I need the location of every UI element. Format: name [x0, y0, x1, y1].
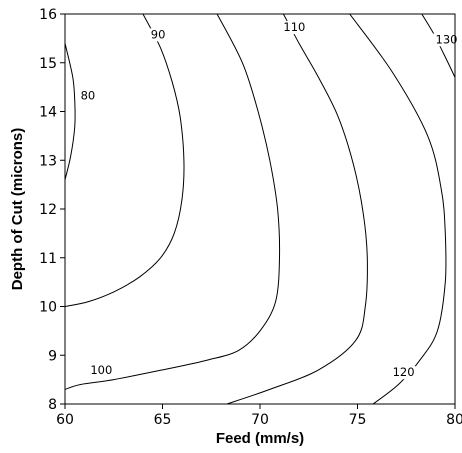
y-tick-label: 11: [39, 251, 57, 267]
contour-label-80: 80: [81, 88, 96, 102]
contour-line-100: [65, 14, 281, 390]
contour-label-bg: [433, 33, 460, 47]
x-tick-label: 60: [56, 412, 74, 428]
contour-labels: 80 90 100 110 120 130: [78, 20, 460, 380]
contour-line-110: [226, 14, 368, 404]
x-tick-label: 65: [154, 412, 172, 428]
contour-label-130: 130: [436, 32, 458, 46]
y-tick-label: 16: [39, 7, 57, 23]
y-tick-label: 13: [39, 153, 57, 169]
x-tick-label: 80: [446, 412, 462, 428]
x-axis-title: Feed (mm/s): [216, 430, 304, 447]
contour-label-bg: [390, 366, 417, 380]
axis-ticks: 60 65 70 75 80 8 9 10 11 12 13 14 15 16: [39, 7, 462, 428]
contour-line-80: [65, 43, 76, 180]
y-tick-label: 14: [39, 105, 57, 121]
contour-label-bg: [148, 28, 168, 42]
contour-label-bg: [78, 89, 98, 103]
plot-frame: [64, 13, 456, 405]
x-tick-label: 70: [251, 412, 269, 428]
y-tick-label: 9: [48, 348, 57, 364]
x-tick-label: 75: [349, 412, 367, 428]
contour-label-110: 110: [283, 20, 305, 34]
y-tick-label: 15: [39, 56, 57, 72]
y-tick-label: 12: [39, 202, 57, 218]
contour-label-100: 100: [90, 363, 112, 377]
contour-lines: [65, 14, 455, 404]
y-tick-label: 8: [48, 397, 57, 413]
contour-label-90: 90: [151, 27, 166, 41]
y-tick-label: 10: [39, 300, 57, 316]
contour-line-90: [65, 14, 185, 307]
contour-label-bg: [281, 21, 308, 35]
contour-label-120: 120: [393, 365, 415, 379]
y-axis-title: Depth of Cut (microns): [9, 128, 26, 291]
contour-label-bg: [88, 363, 115, 377]
contour-line-120: [349, 14, 447, 404]
